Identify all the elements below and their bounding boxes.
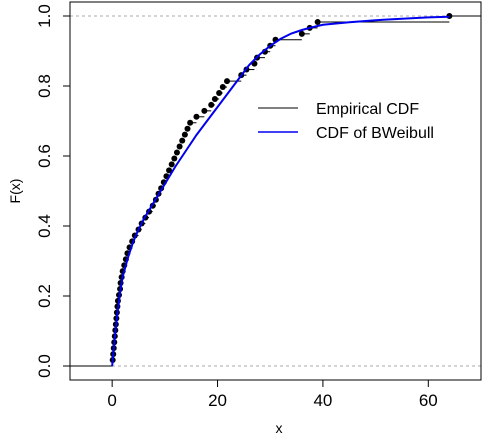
y-tick-label: 0.6 — [35, 144, 54, 168]
empirical-cdf-point — [211, 95, 218, 102]
x-tick-label: 0 — [107, 391, 116, 410]
y-tick-label: 0.8 — [35, 74, 54, 98]
y-axis-title: F(x) — [7, 179, 23, 204]
x-axis-title: x — [276, 420, 283, 436]
empirical-cdf-point — [176, 143, 183, 150]
empirical-cdf-point — [166, 167, 173, 174]
bweibull-cdf-curve — [111, 15, 450, 367]
y-tick-label: 0.0 — [35, 354, 54, 378]
empirical-cdf-point — [181, 131, 188, 138]
legend-label-empirical: Empirical CDF — [316, 101, 419, 118]
y-axis: 0.0 0.2 0.4 0.6 0.8 1.0 — [35, 4, 70, 378]
empirical-cdf-point — [171, 155, 178, 162]
legend-label-bweibull: CDF of BWeibull — [316, 125, 434, 142]
empirical-cdf-point — [168, 161, 175, 168]
empirical-cdf-point — [314, 18, 321, 25]
empirical-cdf-point — [184, 125, 191, 132]
y-tick-label: 1.0 — [35, 4, 54, 28]
empirical-cdf-point — [224, 78, 231, 85]
x-tick-label: 20 — [208, 391, 227, 410]
empirical-cdf-point — [208, 101, 215, 108]
legend: Empirical CDF CDF of BWeibull — [258, 101, 434, 142]
x-tick-label: 40 — [313, 391, 332, 410]
empirical-cdf-point — [216, 90, 223, 96]
empirical-cdf-point — [173, 149, 180, 156]
y-tick-label: 0.2 — [35, 284, 54, 308]
empirical-cdf-point — [298, 30, 305, 37]
empirical-cdf-point — [201, 107, 208, 114]
x-axis: 0 20 40 60 — [107, 380, 438, 410]
empirical-cdf-point — [187, 119, 194, 126]
empirical-cdf-point — [179, 137, 186, 144]
plot-frame — [69, 1, 482, 381]
plot-area — [70, 13, 481, 367]
empirical-cdf-point — [219, 84, 226, 91]
x-tick-label: 60 — [419, 391, 438, 410]
empirical-cdf-series — [70, 13, 481, 367]
empirical-cdf-point — [193, 113, 200, 120]
y-tick-label: 0.4 — [35, 214, 54, 238]
